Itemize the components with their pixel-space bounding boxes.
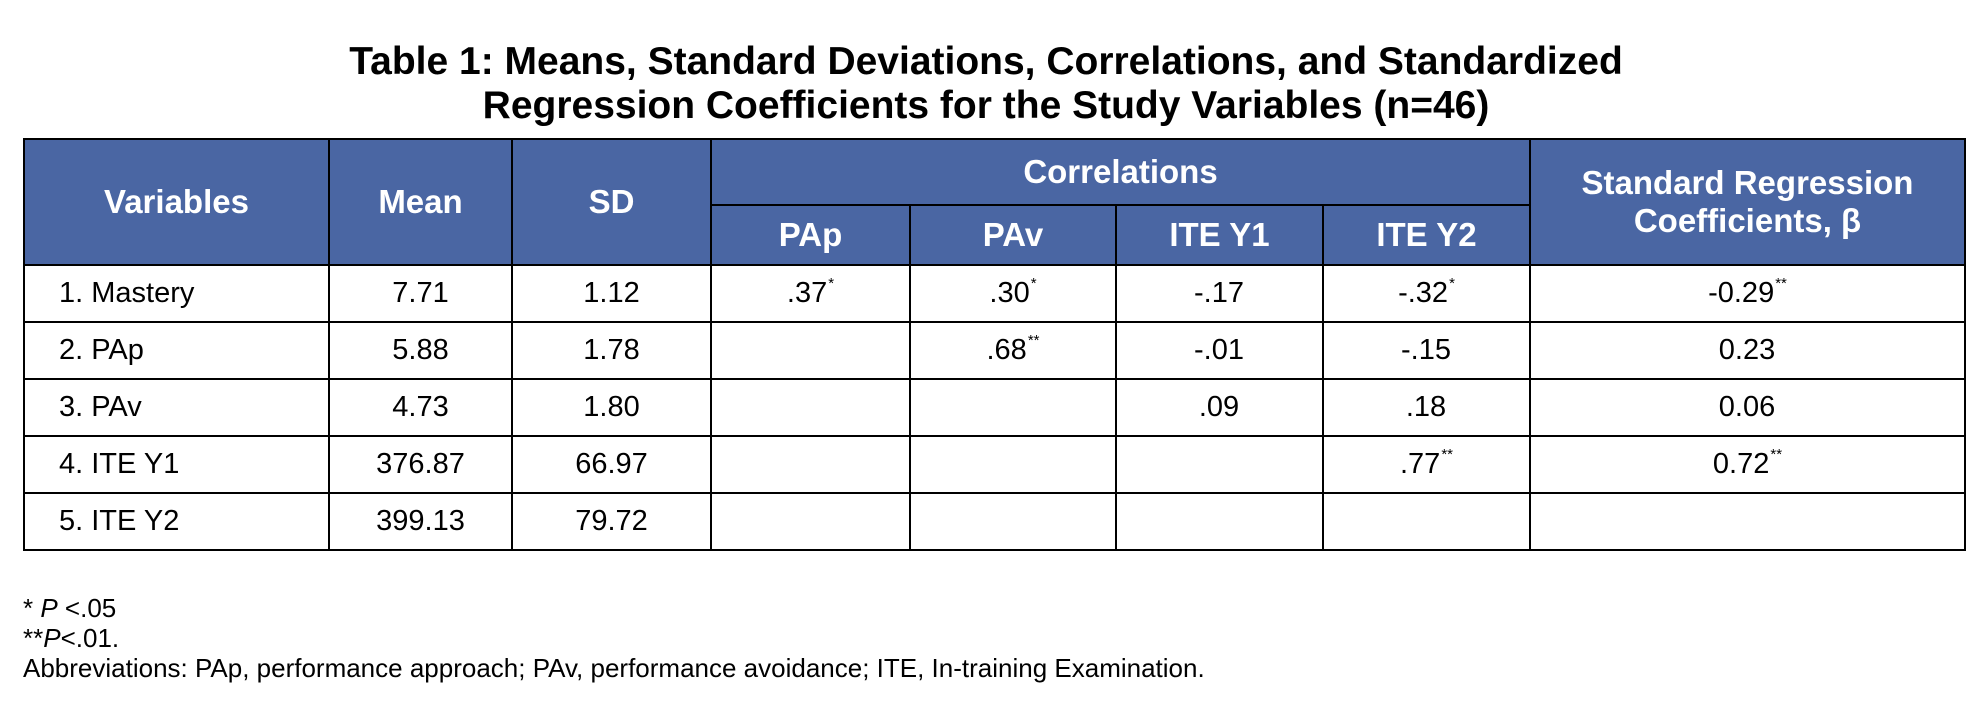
corr-ite-y2-cell <box>1322 492 1531 551</box>
header-regression-coefficients: Standard Regression Coefficients, β <box>1529 138 1966 266</box>
significance-mark: * <box>1449 275 1455 292</box>
cell-value: -0.29 <box>1708 277 1775 309</box>
footnote-text: <.01. <box>60 623 120 653</box>
significance-mark: ** <box>1027 332 1040 349</box>
header-correlations: Correlations <box>710 138 1531 206</box>
header-row-2: PAp PAv ITE Y1 ITE Y2 <box>24 204 1965 266</box>
header-regression-line-2: Coefficients, β <box>1633 202 1862 239</box>
mean-cell: 4.73 <box>328 378 513 437</box>
variable-cell: 1. Mastery <box>23 264 330 323</box>
cell-value: 0.72 <box>1712 448 1770 480</box>
corr-ite-y2-cell: .77** <box>1322 435 1531 494</box>
regression-cell: 0.23 <box>1529 321 1966 380</box>
significance-mark: * <box>828 275 835 292</box>
header-row-1: Variables Mean SD Correlations Standard … <box>23 138 1966 266</box>
table-title: Table 1: Means, Standard Deviations, Cor… <box>0 40 1972 128</box>
corr-pap-cell <box>710 321 911 380</box>
regression-cell: 0.06 <box>1529 378 1966 437</box>
sd-cell: 1.80 <box>511 378 712 437</box>
regression-cell: -0.29** <box>1529 264 1966 323</box>
footnote-p01: **P<.01. <box>23 623 1205 653</box>
corr-ite-y2-cell: .18 <box>1322 378 1531 437</box>
corr-ite-y1-cell: -.01 <box>1115 321 1324 380</box>
footnote-text: <.05 <box>57 593 117 623</box>
header-pav: PAv <box>909 204 1117 266</box>
header-mean: Mean <box>328 138 513 266</box>
corr-pav-cell <box>909 492 1117 551</box>
table-title-line-2: Regression Coefficients for the Study Va… <box>482 84 1490 127</box>
header-ite-y2: ITE Y2 <box>1322 204 1531 266</box>
variable-cell: 4. ITE Y1 <box>23 435 330 494</box>
corr-pap-cell <box>710 492 911 551</box>
regression-cell: 0.72** <box>1529 435 1966 494</box>
corr-pap-cell: .37* <box>710 264 911 323</box>
significance-mark: ** <box>1775 275 1787 292</box>
sd-cell: 1.78 <box>511 321 712 380</box>
header-regression-line-1: Standard Regression <box>1581 164 1914 201</box>
cell-value: -.01 <box>1194 334 1244 366</box>
significance-mark: ** <box>1770 446 1783 463</box>
corr-ite-y2-cell: -.32* <box>1322 264 1531 323</box>
table-row: 5. ITE Y2 399.13 79.72 <box>23 492 1966 551</box>
table-row: 2. PAp 5.88 1.78 .68** -.01 -.15 0.23 <box>23 321 1966 380</box>
table-row: 3. PAv 4.73 1.80 .09 .18 0.06 <box>23 378 1966 437</box>
corr-pav-cell: .68** <box>909 321 1117 380</box>
corr-pav-cell <box>909 378 1117 437</box>
cell-value: .30 <box>989 277 1030 309</box>
footnote-p05: * P <.05 <box>23 593 1205 623</box>
footnote-mark: * <box>23 593 41 623</box>
cell-value: -.15 <box>1401 334 1451 366</box>
cell-value: 0.23 <box>1718 334 1776 366</box>
cell-value: .77 <box>1399 448 1441 480</box>
cell-value: .18 <box>1405 391 1447 423</box>
sd-cell: 66.97 <box>511 435 712 494</box>
statistics-table: Variables Mean SD Correlations Standard … <box>23 138 1966 551</box>
cell-value: 0.06 <box>1718 391 1776 423</box>
cell-value: -.17 <box>1194 277 1244 309</box>
mean-cell: 376.87 <box>328 435 513 494</box>
corr-ite-y1-cell: -.17 <box>1115 264 1324 323</box>
variable-cell: 5. ITE Y2 <box>23 492 330 551</box>
footnotes: * P <.05 **P<.01. Abbreviations: PAp, pe… <box>23 593 1205 683</box>
corr-ite-y2-cell: -.15 <box>1322 321 1531 380</box>
variable-cell: 2. PAp <box>23 321 330 380</box>
variable-cell: 3. PAv <box>23 378 330 437</box>
header-variables: Variables <box>23 138 330 266</box>
corr-pap-cell <box>710 378 911 437</box>
header-sd: SD <box>511 138 712 266</box>
corr-pap-cell <box>710 435 911 494</box>
footnote-mark: ** <box>23 623 44 653</box>
cell-value: -.32 <box>1398 277 1449 309</box>
header-pap: PAp <box>710 204 911 266</box>
cell-value: .09 <box>1198 391 1240 423</box>
footnote-abbreviations: Abbreviations: PAp, performance approach… <box>23 653 1205 683</box>
corr-pav-cell: .30* <box>909 264 1117 323</box>
sd-cell: 79.72 <box>511 492 712 551</box>
table-row: 4. ITE Y1 376.87 66.97 .77** 0.72** <box>23 435 1966 494</box>
table-title-line-1: Table 1: Means, Standard Deviations, Cor… <box>349 40 1623 83</box>
significance-mark: * <box>1030 275 1037 292</box>
mean-cell: 5.88 <box>328 321 513 380</box>
table-row: 1. Mastery 7.71 1.12 .37* .30* -.17 -.32… <box>23 264 1966 323</box>
sd-cell: 1.12 <box>511 264 712 323</box>
significance-mark: ** <box>1441 446 1453 463</box>
corr-ite-y1-cell: .09 <box>1115 378 1324 437</box>
footnote-p-symbol: P <box>43 623 61 653</box>
header-ite-y1: ITE Y1 <box>1115 204 1324 266</box>
corr-ite-y1-cell <box>1115 435 1324 494</box>
cell-value: .37 <box>786 277 828 309</box>
footnote-p-symbol: P <box>40 593 58 623</box>
cell-value: .68 <box>986 334 1027 366</box>
mean-cell: 399.13 <box>328 492 513 551</box>
regression-cell <box>1529 492 1966 551</box>
mean-cell: 7.71 <box>328 264 513 323</box>
corr-ite-y1-cell <box>1115 492 1324 551</box>
corr-pav-cell <box>909 435 1117 494</box>
